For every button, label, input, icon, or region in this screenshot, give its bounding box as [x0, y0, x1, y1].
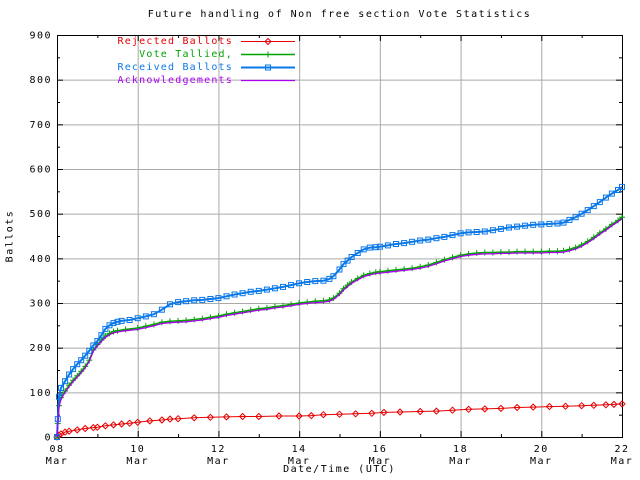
axis-tick-labels: 010020030040050060070080090008Mar10Mar12… [29, 31, 634, 468]
svg-text:500: 500 [29, 209, 52, 220]
svg-text:600: 600 [29, 165, 52, 176]
svg-text:Mar: Mar [288, 456, 311, 467]
svg-text:Mar: Mar [126, 456, 149, 467]
svg-text:Mar: Mar [369, 456, 392, 467]
chart-title: Future handling of Non free section Vote… [147, 9, 532, 20]
svg-text:08: 08 [49, 444, 64, 455]
legend-label-received-ballots: Received Ballots [117, 62, 233, 73]
svg-text:200: 200 [29, 343, 52, 354]
x-axis-label: Date/Time (UTC) [283, 464, 396, 475]
axis-ticks [57, 35, 623, 438]
svg-text:300: 300 [29, 299, 52, 310]
svg-text:100: 100 [29, 388, 52, 399]
svg-text:700: 700 [29, 120, 52, 131]
series-vote-tallied [54, 214, 625, 440]
legend: Rejected Ballots Vote Tallied, Received … [57, 35, 295, 87]
svg-text:10: 10 [130, 444, 145, 455]
y-axis-label: Ballots [4, 209, 16, 263]
svg-text:12: 12 [211, 444, 226, 455]
legend-item-rejected-ballots: Rejected Ballots [57, 35, 295, 48]
svg-text:900: 900 [29, 31, 52, 42]
legend-line-sample-plain-icon [241, 76, 295, 85]
series-received-ballots [54, 183, 625, 440]
legend-item-received-ballots: Received Ballots [57, 61, 295, 74]
legend-line-sample-square-icon [241, 63, 295, 72]
svg-text:18: 18 [453, 444, 468, 455]
svg-text:Mar: Mar [530, 456, 553, 467]
legend-line-sample-plus-icon [241, 50, 295, 59]
svg-text:Mar: Mar [207, 456, 230, 467]
svg-text:20: 20 [534, 444, 549, 455]
svg-text:Mar: Mar [449, 456, 472, 467]
svg-text:Mar: Mar [46, 456, 69, 467]
series-rejected-ballots [53, 400, 626, 441]
legend-item-vote-tallied: Vote Tallied, [57, 48, 295, 61]
grid-lines [57, 35, 622, 437]
svg-text:22: 22 [614, 444, 629, 455]
svg-text:Mar: Mar [611, 456, 634, 467]
svg-text:0: 0 [44, 433, 52, 444]
svg-text:16: 16 [372, 444, 387, 455]
legend-item-acknowledgements: Acknowledgements [57, 74, 295, 87]
series-acknowledgements [56, 218, 623, 438]
legend-label-vote-tallied: Vote Tallied, [139, 49, 233, 60]
legend-line-sample-diamond-icon [241, 37, 295, 46]
svg-text:400: 400 [29, 254, 52, 265]
svg-text:800: 800 [29, 75, 52, 86]
legend-label-acknowledgements: Acknowledgements [117, 75, 233, 86]
legend-label-rejected-ballots: Rejected Ballots [117, 36, 233, 47]
plot-border [57, 35, 623, 438]
svg-text:14: 14 [292, 444, 307, 455]
